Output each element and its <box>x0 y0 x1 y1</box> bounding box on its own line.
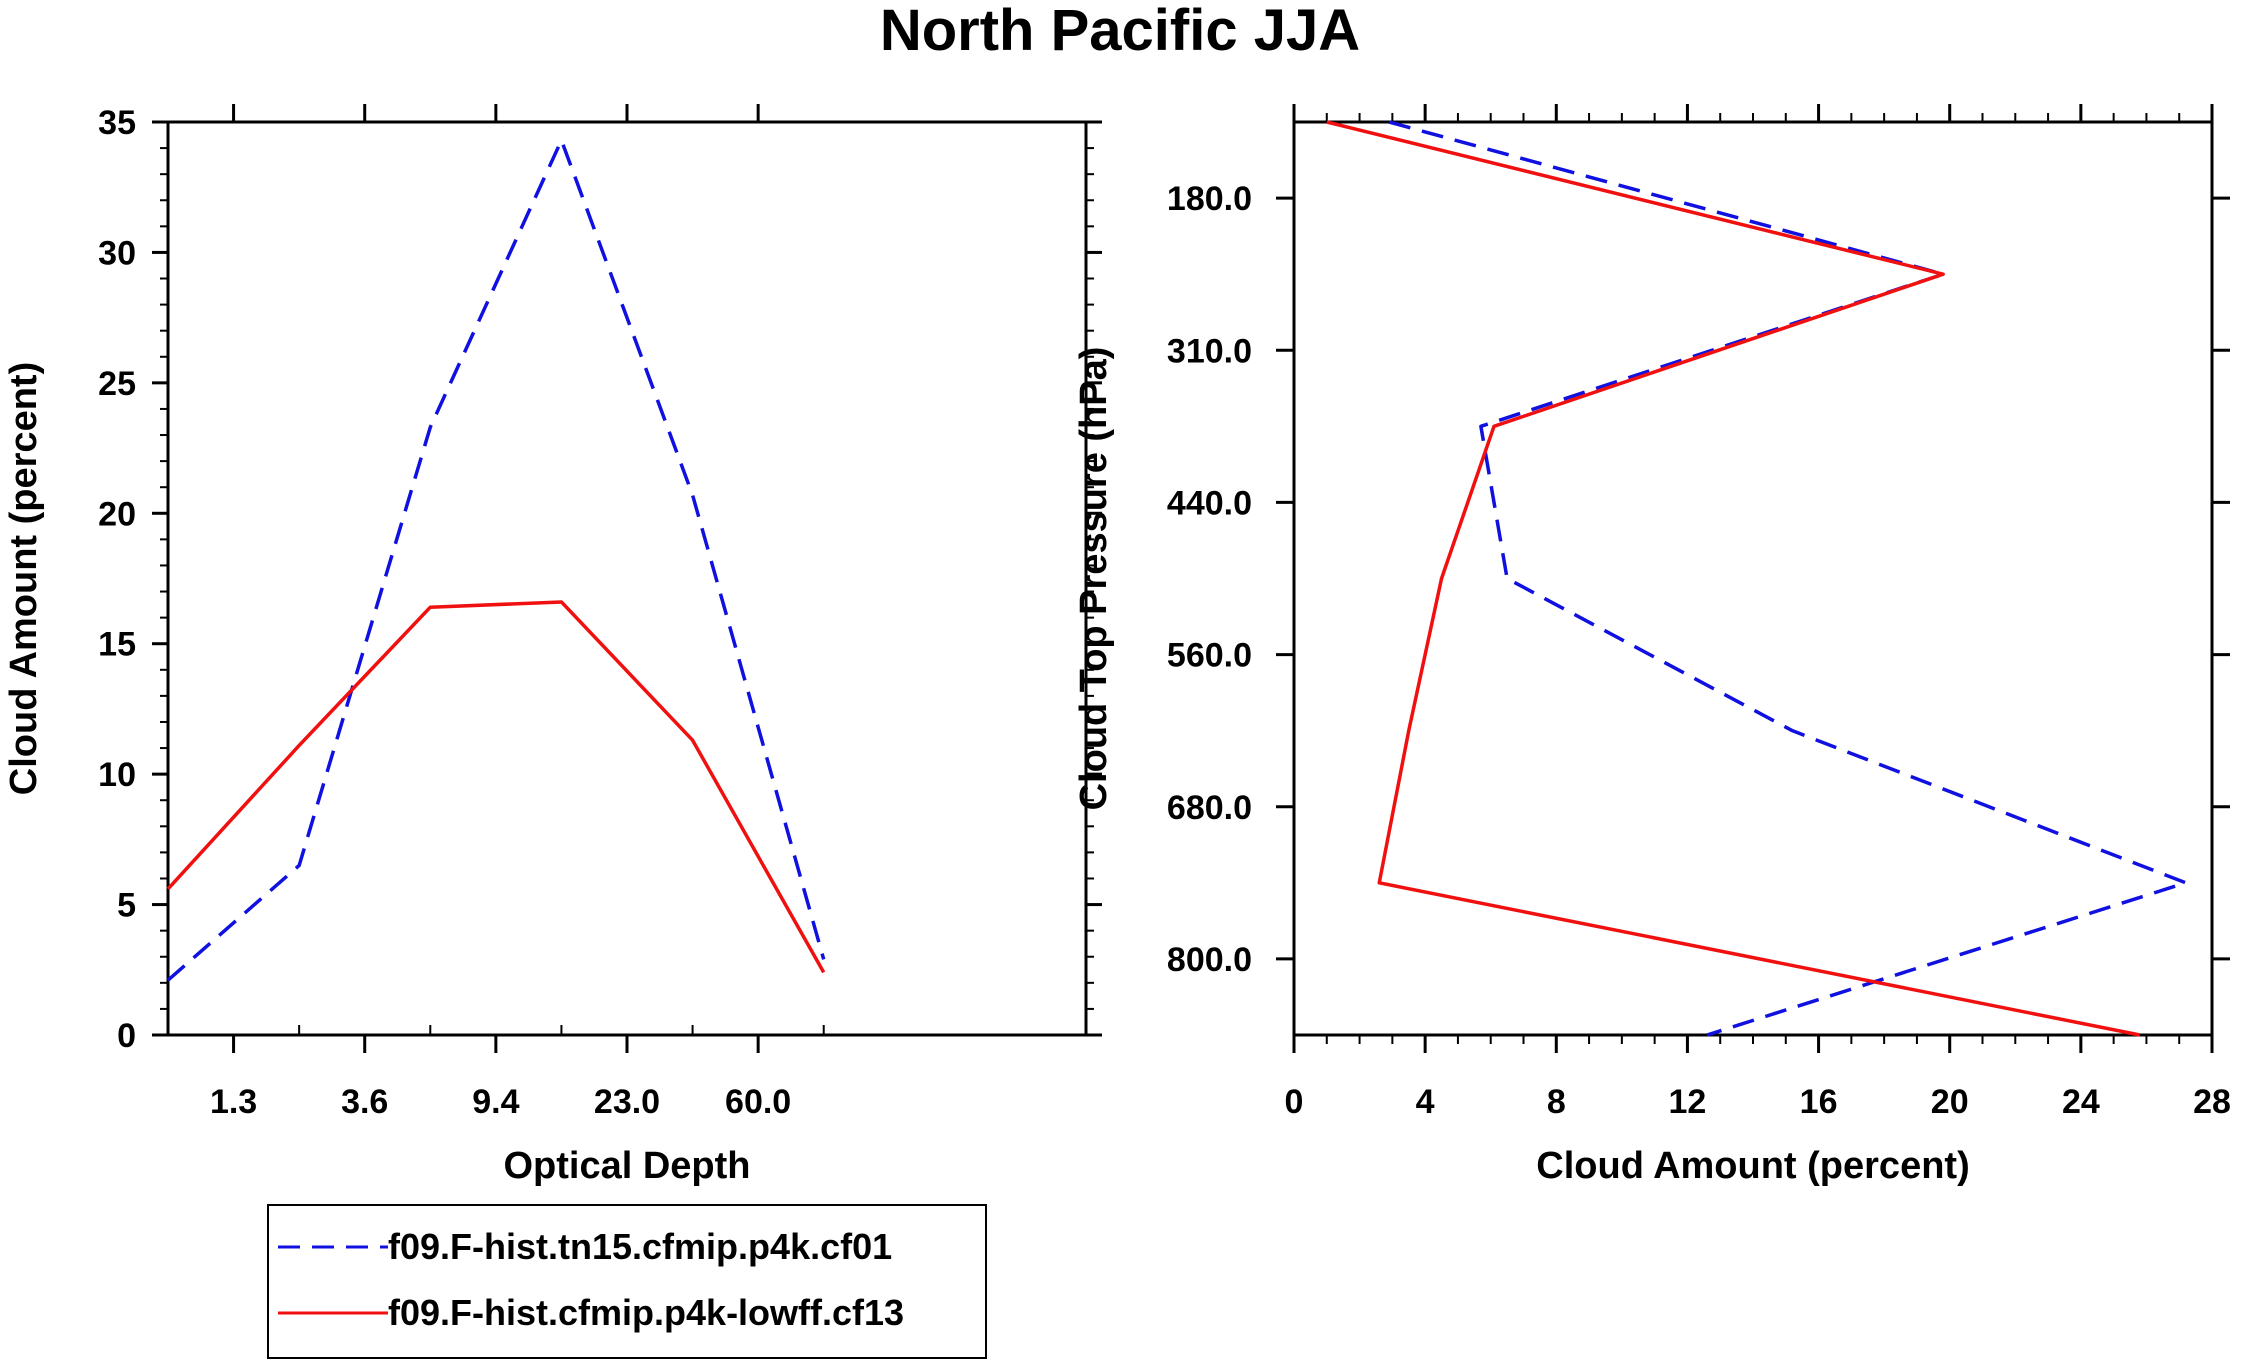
x-tick-label: 8 <box>1547 1083 1566 1121</box>
y-tick-label: 0 <box>117 1017 136 1055</box>
right-plot-frame <box>1292 120 2214 1037</box>
y-tick-label: 310.0 <box>1167 332 1252 370</box>
y-tick-label: 5 <box>117 887 136 925</box>
x-tick-label: 3.6 <box>341 1083 388 1121</box>
y-tick-label: 25 <box>98 365 136 403</box>
y-tick-label: 180.0 <box>1167 180 1252 218</box>
x-tick-label: 28 <box>2193 1083 2231 1121</box>
y-tick-label: 800.0 <box>1167 941 1252 979</box>
y-tick-label: 15 <box>98 626 136 664</box>
x-tick-label: 12 <box>1669 1083 1707 1121</box>
x-tick-label: 9.4 <box>472 1083 519 1121</box>
chart-title: North Pacific JJA <box>880 0 1360 63</box>
series-line-cf01 <box>1388 120 2188 1037</box>
x-tick-label: 20 <box>1931 1083 1969 1121</box>
x-tick-label: 4 <box>1416 1083 1435 1121</box>
x-tick-label: 60.0 <box>725 1083 791 1121</box>
legend-label-cf01: f09.F-hist.tn15.cfmip.p4k.cf01 <box>388 1226 892 1267</box>
x-axis-label: Optical Depth <box>503 1145 750 1187</box>
series-line-cf13 <box>1326 120 2141 1037</box>
left-plot-frame <box>166 120 1088 1037</box>
series-line-cf13 <box>166 600 826 974</box>
y-tick-label: 30 <box>98 234 136 272</box>
y-tick-label: 10 <box>98 756 136 794</box>
series-line-cf01 <box>166 138 826 982</box>
legend-label-cf13: f09.F-hist.cfmip.p4k-lowff.cf13 <box>388 1292 904 1333</box>
legend-box <box>267 1204 987 1359</box>
y-tick-label: 440.0 <box>1167 484 1252 522</box>
x-tick-label: 1.3 <box>210 1083 257 1121</box>
y-axis-label: Cloud Amount (percent) <box>3 362 45 795</box>
x-tick-label: 24 <box>2062 1083 2100 1121</box>
y-tick-label: 680.0 <box>1167 789 1252 827</box>
y-tick-label: 35 <box>98 104 136 142</box>
legend: f09.F-hist.tn15.cfmip.p4k.cf01 f09.F-his… <box>267 1204 987 1359</box>
x-tick-label: 16 <box>1800 1083 1838 1121</box>
right-panel-cloud-top-pressure: 0 4 8 12 16 20 24 28 180.0 310.0 440.0 560.0 680.0 80… <box>1073 104 2231 1187</box>
left-panel-optical-depth: 0 5 10 15 20 25 30 35 1.3 3.6 9.4 23.0 60.0 Optical D… <box>3 104 1102 1187</box>
y-tick-label: 20 <box>98 495 136 533</box>
x-tick-label: 0 <box>1285 1083 1304 1121</box>
x-axis-label: Cloud Amount (percent) <box>1536 1145 1969 1187</box>
y-axis-label: Cloud Top Pressure (hPa) <box>1073 347 1115 811</box>
y-tick-label: 560.0 <box>1167 637 1252 675</box>
x-tick-label: 23.0 <box>594 1083 660 1121</box>
